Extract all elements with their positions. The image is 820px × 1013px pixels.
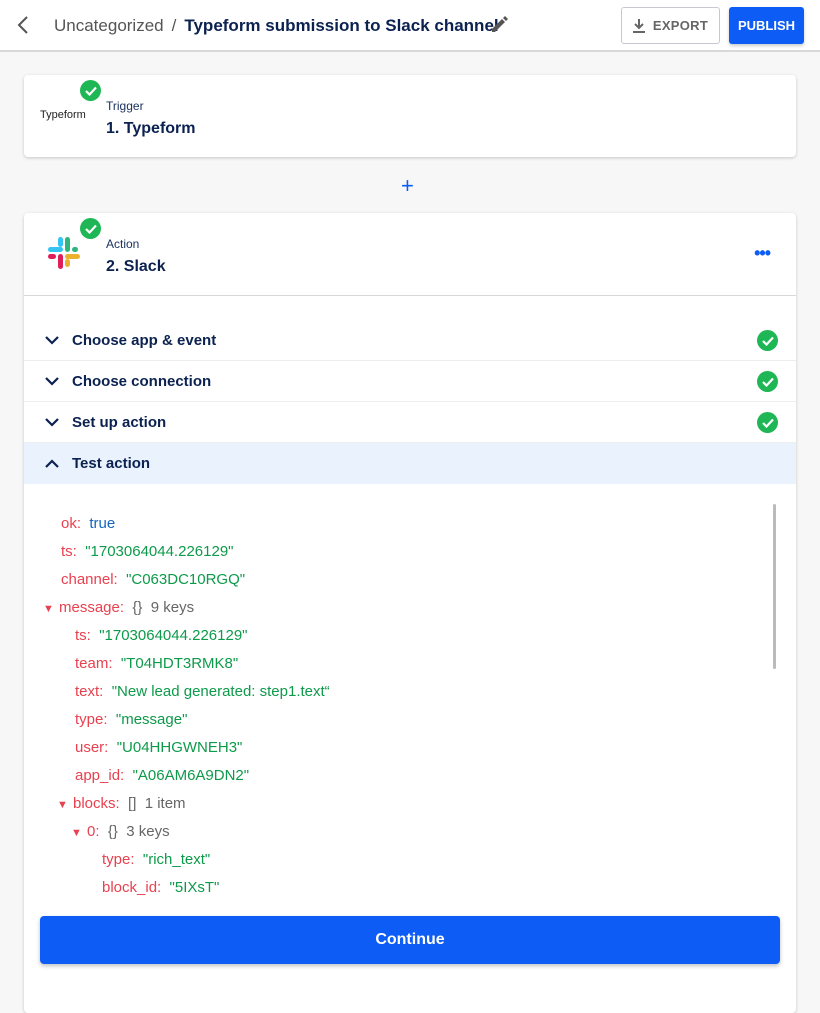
result-key: block_id: <box>102 879 162 896</box>
check-circle-icon <box>80 218 101 239</box>
typeform-logo: Typeform <box>40 109 86 121</box>
result-entry: team: "T04HDT3RMK8" <box>75 655 238 675</box>
result-value: {} 9 keys <box>132 599 195 616</box>
slack-logo-icon <box>48 237 80 269</box>
result-entry[interactable]: ▼ message: {} 9 keys <box>43 599 194 619</box>
result-key: user: <box>75 739 109 756</box>
result-entry: ok: true <box>61 515 115 535</box>
result-value: "1703064044.226129" <box>99 627 248 644</box>
result-value: "message" <box>115 711 188 728</box>
step-name: 1. Typeform <box>106 120 196 137</box>
chevron-down-icon <box>45 336 59 345</box>
section-label: Choose connection <box>72 372 212 390</box>
expand-triangle-icon[interactable]: ▼ <box>43 603 54 615</box>
section-choose-app-event[interactable]: Choose app & event <box>24 320 796 361</box>
publish-button[interactable]: PUBLISH <box>729 7 804 44</box>
divider <box>24 295 796 296</box>
result-entry[interactable]: ▼ 0: {} 3 keys <box>71 823 170 843</box>
action-step-card: Action 2. Slack ••• Choose app & event Ch… <box>24 213 796 1013</box>
check-circle-icon <box>757 412 778 433</box>
result-value: true <box>89 515 116 532</box>
result-key: channel: <box>61 571 118 588</box>
result-entry: type: "rich_text" <box>102 851 210 871</box>
step-name: 2. Slack <box>106 258 166 275</box>
page-title: Typeform submission to Slack channel <box>184 16 499 35</box>
section-test-action[interactable]: Test action <box>24 443 796 484</box>
trigger-step-card[interactable]: Typeform Trigger 1. Typeform <box>24 75 796 157</box>
breadcrumb-parent[interactable]: Uncategorized <box>54 16 164 35</box>
result-value: {} 3 keys <box>107 823 170 840</box>
check-circle-icon <box>757 330 778 351</box>
result-value: [] 1 item <box>128 795 186 812</box>
result-entry: user: "U04HHGWNEH3" <box>75 739 242 759</box>
result-entry: block_id: "5IXsT" <box>102 879 219 899</box>
result-value: "New lead generated: step1.text“ <box>111 683 330 700</box>
export-label: EXPORT <box>652 18 709 33</box>
step-kind: Action <box>106 237 140 251</box>
test-result-tree: ok: true ts: "1703064044.226129" channel: … <box>24 505 764 905</box>
result-key: ok: <box>61 515 82 532</box>
result-value: "A06AM6A9DN2" <box>132 767 250 784</box>
edit-pencil-icon[interactable] <box>489 15 509 35</box>
result-entry: ts: "1703064044.226129" <box>61 543 233 563</box>
step-kind: Trigger <box>106 99 144 113</box>
continue-button[interactable]: Continue <box>40 916 780 964</box>
result-key: text: <box>75 683 104 700</box>
expand-triangle-icon[interactable]: ▼ <box>71 827 82 839</box>
chevron-down-icon <box>45 418 59 427</box>
result-entry: channel: "C063DC10RGQ" <box>61 571 245 591</box>
check-circle-icon <box>80 80 101 101</box>
chevron-down-icon <box>45 377 59 386</box>
result-value: "rich_text" <box>142 851 211 868</box>
result-key: ts: <box>75 627 91 644</box>
result-key: app_id: <box>75 767 125 784</box>
result-key: type: <box>75 711 108 728</box>
expand-triangle-icon[interactable]: ▼ <box>57 799 68 811</box>
section-label: Choose app & event <box>72 331 217 349</box>
breadcrumb-separator: / <box>171 16 177 35</box>
result-value: "C063DC10RGQ" <box>126 571 246 588</box>
result-value: "U04HHGWNEH3" <box>116 739 243 756</box>
result-entry[interactable]: ▼ blocks: [] 1 item <box>57 795 186 815</box>
result-key: 0: <box>87 823 100 840</box>
result-key: blocks: <box>73 795 120 812</box>
result-value: "5IXsT" <box>169 879 220 896</box>
result-value: "T04HDT3RMK8" <box>120 655 239 672</box>
result-entry: app_id: "A06AM6A9DN2" <box>75 767 249 787</box>
breadcrumb: Uncategorized / Typeform submission to Sla… <box>54 16 499 36</box>
scrollbar[interactable] <box>773 504 776 669</box>
result-entry: text: "New lead generated: step1.text“ <box>75 683 330 703</box>
result-key: type: <box>102 851 135 868</box>
top-bar: Uncategorized / Typeform submission to Sla… <box>0 0 820 52</box>
section-label: Test action <box>72 455 151 472</box>
section-choose-connection[interactable]: Choose connection <box>24 361 796 402</box>
add-step-button[interactable]: + <box>401 173 414 198</box>
section-set-up-action[interactable]: Set up action <box>24 402 796 443</box>
back-arrow-icon[interactable] <box>14 14 34 36</box>
check-circle-icon <box>757 371 778 392</box>
result-key: message: <box>59 599 125 616</box>
chevron-up-icon <box>45 458 59 468</box>
more-options-button[interactable]: ••• <box>754 243 771 263</box>
result-entry: type: "message" <box>75 711 187 731</box>
result-value: "1703064044.226129" <box>85 543 234 560</box>
result-key: ts: <box>61 543 77 560</box>
result-entry: ts: "1703064044.226129" <box>75 627 247 647</box>
download-icon <box>632 18 645 33</box>
section-label: Set up action <box>72 413 167 431</box>
result-key: team: <box>75 655 113 672</box>
export-button[interactable]: EXPORT <box>621 7 720 44</box>
